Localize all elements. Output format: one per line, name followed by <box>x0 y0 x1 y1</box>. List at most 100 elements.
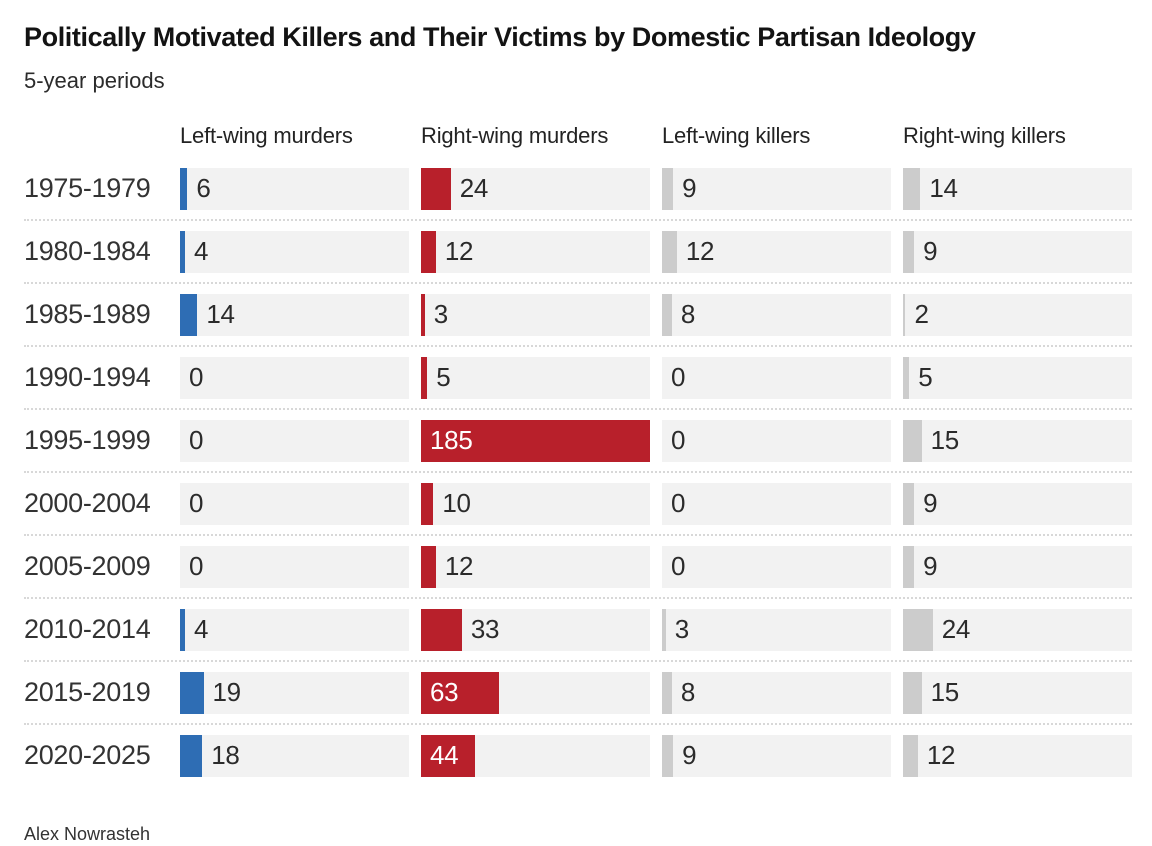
bar-track: 0 <box>180 356 409 399</box>
bar-value: 18 <box>211 740 240 770</box>
bar-value: 24 <box>941 614 971 644</box>
bar-value: 8 <box>680 299 696 329</box>
bar-track: 4 <box>180 230 409 273</box>
bar: 63 <box>421 671 499 714</box>
row-label: 1990-1994 <box>24 362 151 392</box>
bar-value: 12 <box>444 551 474 581</box>
bar <box>180 734 203 777</box>
bar-track: 12 <box>421 230 650 273</box>
bar <box>421 482 434 525</box>
bar-track: 14 <box>180 293 409 336</box>
bar <box>421 167 451 210</box>
source-attribution: Alex Nowrasteh <box>24 824 151 844</box>
bar <box>421 608 462 651</box>
bar-value: 19 <box>212 677 242 707</box>
bar <box>662 293 672 336</box>
table-row: 1995-1999 0 185 0 15 <box>24 410 1132 473</box>
bar-track: 24 <box>903 608 1132 651</box>
bar-track: 0 <box>180 482 409 525</box>
bar-track: 9 <box>903 230 1132 273</box>
bar-value: 185 <box>430 425 473 455</box>
bar <box>662 167 674 210</box>
bar-track: 12 <box>421 545 650 588</box>
bar-track: 185 <box>421 419 650 462</box>
bar-track: 3 <box>662 608 891 651</box>
bar-value: 14 <box>929 173 958 203</box>
bar <box>180 608 185 651</box>
bar-value: 12 <box>444 236 474 266</box>
bar-track: 0 <box>662 545 891 588</box>
bar-value: 0 <box>189 362 204 392</box>
table-row: 2000-2004 0 10 0 9 <box>24 473 1132 536</box>
bar-value: 0 <box>671 488 686 518</box>
bar <box>903 356 910 399</box>
table-row: 1990-1994 0 5 0 5 <box>24 347 1132 410</box>
bar-track: 9 <box>903 482 1132 525</box>
bar-value: 44 <box>430 740 459 770</box>
bar-track: 0 <box>662 482 891 525</box>
bar <box>662 734 674 777</box>
bar-value: 9 <box>923 551 938 581</box>
table-row: 1980-1984 4 12 12 9 <box>24 221 1132 284</box>
bar-track: 3 <box>421 293 650 336</box>
bar-track: 15 <box>903 671 1132 714</box>
bar-value: 3 <box>674 614 689 644</box>
column-headers: Left-wing murders Right-wing murders Left-… <box>24 123 1132 158</box>
table-row: 2020-2025 18 44 9 12 <box>24 725 1132 786</box>
bar <box>421 356 428 399</box>
bar-value: 0 <box>189 551 204 581</box>
bar-track: 15 <box>903 419 1132 462</box>
bar-value: 9 <box>682 173 697 203</box>
row-label: 2010-2014 <box>24 614 151 644</box>
column-header: Left-wing killers <box>662 123 811 148</box>
bar-value: 12 <box>926 740 956 770</box>
bar <box>421 293 425 336</box>
bar-value: 63 <box>430 677 459 707</box>
bar-track: 0 <box>180 419 409 462</box>
bar-value: 0 <box>671 362 686 392</box>
bar-track: 10 <box>421 482 650 525</box>
bar-track: 0 <box>662 419 891 462</box>
column-header: Left-wing murders <box>180 123 353 148</box>
bar-value: 33 <box>470 614 500 644</box>
bar <box>180 293 198 336</box>
bar <box>903 482 915 525</box>
bar-track: 4 <box>180 608 409 651</box>
row-label: 2020-2025 <box>24 740 151 770</box>
bar-value: 12 <box>685 236 715 266</box>
bar <box>903 545 915 588</box>
bar-track: 14 <box>903 167 1132 210</box>
bar-track: 63 <box>421 671 650 714</box>
bar-value: 3 <box>433 299 448 329</box>
bar-track: 19 <box>180 671 409 714</box>
bar <box>180 671 204 714</box>
bar <box>662 608 666 651</box>
row-label: 1975-1979 <box>24 173 151 203</box>
row-label: 2015-2019 <box>24 677 151 707</box>
bar <box>903 293 906 336</box>
bar-value: 8 <box>680 677 696 707</box>
table-row: 2015-2019 19 63 8 15 <box>24 662 1132 725</box>
bar-track: 0 <box>662 356 891 399</box>
bar-track: 2 <box>903 293 1132 336</box>
bar-value: 9 <box>923 488 938 518</box>
bar-value: 10 <box>442 488 471 518</box>
bar-track: 8 <box>662 671 891 714</box>
bar: 44 <box>421 734 476 777</box>
bar-value: 4 <box>193 614 209 644</box>
bar-track: 44 <box>421 734 650 777</box>
bar-track: 12 <box>662 230 891 273</box>
column-header: Right-wing murders <box>421 123 609 148</box>
bar-track: 5 <box>903 356 1132 399</box>
chart-title: Politically Motivated Killers and Their … <box>24 22 976 52</box>
bar-value: 0 <box>671 551 686 581</box>
table-row: 1975-1979 6 24 9 14 <box>24 158 1132 221</box>
bar <box>903 167 921 210</box>
bar-value: 15 <box>930 425 960 455</box>
bar <box>662 230 677 273</box>
table-row: 2005-2009 0 12 0 9 <box>24 536 1132 599</box>
bar-value: 0 <box>189 425 204 455</box>
bar <box>903 419 922 462</box>
bar <box>421 230 436 273</box>
